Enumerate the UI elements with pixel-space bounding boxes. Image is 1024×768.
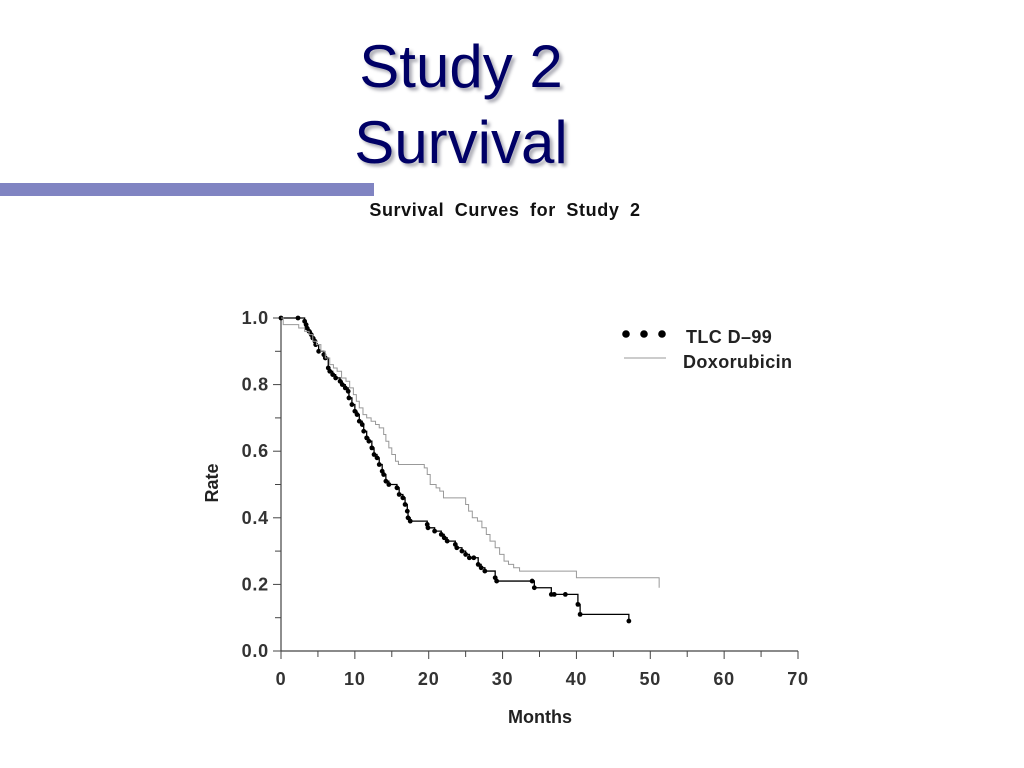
title-accent-bar [0, 183, 374, 196]
slide-title-line-1: Study 2 [359, 33, 563, 100]
data-point-tlc-d-99 [478, 565, 484, 571]
data-point-tlc-d-99 [386, 482, 392, 487]
data-point-tlc-d-99 [454, 545, 460, 551]
data-point-tlc-d-99 [407, 518, 413, 524]
data-point-tlc-d-99 [383, 478, 389, 484]
data-point-tlc-d-99 [356, 418, 362, 424]
data-point-tlc-d-99 [376, 462, 382, 467]
data-point-tlc-d-99 [381, 472, 387, 477]
data-point-tlc-d-99 [330, 372, 336, 378]
data-point-tlc-d-99 [529, 578, 535, 584]
x-tick-label: 0 [276, 669, 287, 689]
slide-title: Study 2 Survival [261, 29, 661, 181]
x-tick-label: 30 [492, 669, 514, 689]
series-line-doxorubicin [281, 317, 660, 588]
legend-marker-tlc-d-99 [622, 330, 666, 338]
y-tick-label: 0.0 [242, 641, 269, 661]
data-point-tlc-d-99 [346, 395, 352, 401]
data-point-tlc-d-99 [626, 618, 632, 624]
legend-label-doxorubicin: Doxorubicin [683, 352, 792, 372]
data-point-tlc-d-99 [366, 438, 372, 444]
chart-series [278, 315, 660, 624]
legend-dot [640, 330, 648, 338]
legend-dot [658, 330, 666, 338]
data-point-tlc-d-99 [466, 555, 472, 561]
data-point-tlc-d-99 [531, 585, 537, 591]
data-point-tlc-d-99 [402, 502, 408, 507]
data-point-tlc-d-99 [339, 382, 345, 387]
data-point-tlc-d-99 [345, 388, 351, 394]
data-point-tlc-d-99 [551, 591, 557, 597]
data-point-tlc-d-99 [349, 402, 355, 407]
data-point-tlc-d-99 [342, 385, 348, 391]
x-tick-label: 10 [344, 669, 366, 689]
data-point-tlc-d-99 [316, 348, 322, 354]
data-point-tlc-d-99 [400, 495, 406, 501]
data-point-tlc-d-99 [575, 601, 581, 607]
data-point-tlc-d-99 [482, 568, 488, 574]
data-point-tlc-d-99 [404, 508, 410, 514]
data-point-tlc-d-99 [577, 611, 583, 617]
legend-label-tlc-d-99: TLC D–99 [686, 327, 772, 347]
data-point-tlc-d-99 [441, 535, 447, 541]
x-tick-label: 70 [787, 669, 809, 689]
y-tick-label: 0.2 [242, 574, 269, 594]
data-point-tlc-d-99 [425, 525, 431, 531]
data-point-tlc-d-99 [459, 548, 465, 554]
y-tick-label: 0.6 [242, 441, 269, 461]
data-point-tlc-d-99 [432, 528, 438, 534]
data-point-tlc-d-99 [374, 455, 380, 461]
data-point-tlc-d-99 [295, 315, 301, 321]
y-tick-label: 0.4 [242, 508, 269, 528]
data-point-tlc-d-99 [394, 485, 400, 491]
x-axis-label: Months [508, 707, 572, 727]
chart-legend: TLC D–99 Doxorubicin [622, 327, 792, 372]
chart-axes: 0.0 0.2 0.4 0.6 0.8 1.0 0 10 20 30 40 50 60 70 [242, 308, 809, 689]
data-point-tlc-d-99 [438, 532, 444, 537]
slide-title-line-2: Survival [354, 109, 568, 176]
data-point-tlc-d-99 [396, 492, 402, 497]
x-tick-label: 50 [639, 669, 661, 689]
x-tick-label: 60 [713, 669, 735, 689]
data-point-tlc-d-99 [494, 578, 500, 584]
chart-title: Survival Curves for Study 2 [369, 200, 641, 220]
y-tick-label: 0.8 [242, 375, 269, 395]
data-point-tlc-d-99 [333, 375, 339, 381]
data-point-tlc-d-99 [327, 368, 333, 374]
x-tick-label: 20 [418, 669, 440, 689]
data-point-tlc-d-99 [369, 445, 375, 451]
data-point-tlc-d-99 [371, 452, 377, 457]
x-tick-label: 40 [566, 669, 588, 689]
y-axis-label: Rate [202, 463, 222, 502]
data-point-tlc-d-99 [359, 422, 365, 427]
data-point-tlc-d-99 [475, 562, 481, 567]
data-point-tlc-d-99 [562, 591, 568, 597]
data-point-tlc-d-99 [444, 538, 450, 544]
data-point-tlc-d-99 [354, 412, 360, 417]
data-point-tlc-d-99 [361, 428, 367, 434]
y-tick-label: 1.0 [242, 308, 269, 328]
data-point-tlc-d-99 [463, 552, 469, 557]
data-point-tlc-d-99 [471, 555, 477, 561]
legend-dot [622, 330, 630, 338]
